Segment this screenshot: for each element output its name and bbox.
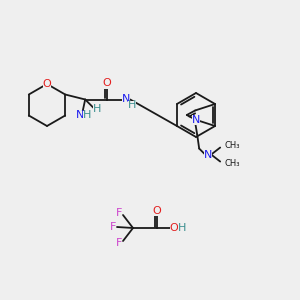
Text: O: O xyxy=(153,206,161,216)
Text: H: H xyxy=(93,104,101,115)
Text: F: F xyxy=(116,238,122,248)
Text: O: O xyxy=(43,79,51,89)
Text: CH₃: CH₃ xyxy=(224,141,240,150)
Text: N: N xyxy=(76,110,84,121)
Text: F: F xyxy=(116,208,122,218)
Text: H: H xyxy=(178,223,186,233)
Text: H: H xyxy=(128,100,136,110)
Text: CH₃: CH₃ xyxy=(224,159,240,168)
Text: O: O xyxy=(169,223,178,233)
Text: H: H xyxy=(83,110,92,121)
Text: F: F xyxy=(110,222,116,232)
Text: N: N xyxy=(122,94,130,104)
Text: N: N xyxy=(204,149,212,160)
Text: N: N xyxy=(192,115,200,124)
Text: O: O xyxy=(103,79,112,88)
